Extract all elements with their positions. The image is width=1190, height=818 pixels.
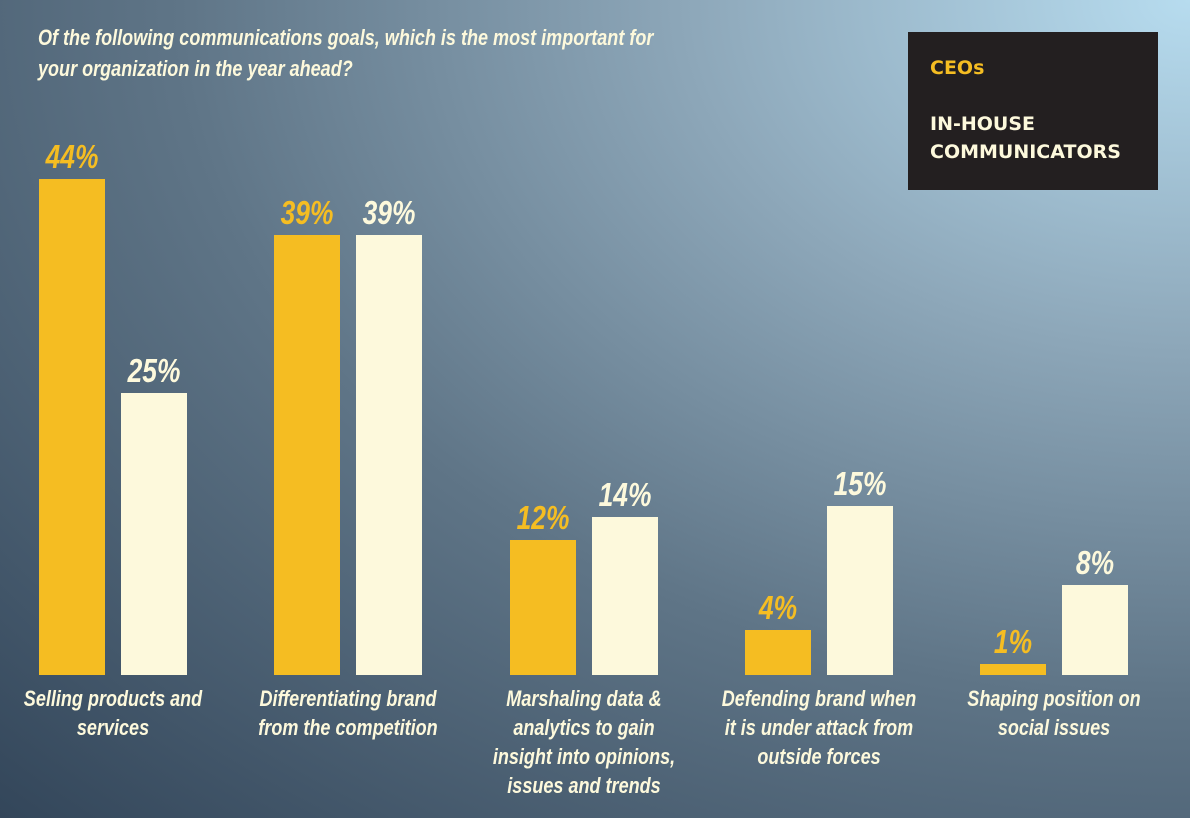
- value-label: 15%: [833, 464, 887, 502]
- x-tick-label: Selling products and services: [23, 686, 203, 740]
- x-tick-label: Defending brand when it is under attack …: [721, 686, 917, 769]
- bar: [509, 539, 576, 675]
- bar: [274, 235, 341, 675]
- value-label: 14%: [598, 476, 652, 514]
- value-label: 39%: [280, 194, 334, 232]
- value-label: 12%: [516, 498, 570, 536]
- legend-label: IN-HOUSE COMMUNICATORS: [930, 113, 1121, 163]
- bar: [980, 663, 1047, 675]
- chart-title: Of the following communications goals, w…: [38, 25, 654, 81]
- value-label: 8%: [1076, 543, 1115, 581]
- value-label: 39%: [362, 194, 416, 232]
- value-label: 25%: [127, 352, 181, 389]
- bar: [356, 235, 423, 675]
- bar: [39, 178, 105, 675]
- legend-label: CEOs: [930, 57, 985, 79]
- value-label: 44%: [45, 137, 99, 175]
- x-tick-label: Marshaling data & analytics to gain insi…: [492, 686, 675, 798]
- bar: [744, 629, 811, 675]
- x-tick-label: Differentiating brand from the competiti…: [258, 686, 438, 740]
- legend: CEOs IN-HOUSE COMMUNICATORS: [908, 32, 1158, 190]
- bar: [1062, 584, 1129, 675]
- value-label: 4%: [758, 588, 797, 626]
- bar: [121, 393, 187, 675]
- x-tick-label: Shaping position on social issues: [967, 686, 1141, 740]
- bar: [591, 517, 658, 675]
- value-label: 1%: [994, 622, 1033, 660]
- bar: [826, 505, 893, 675]
